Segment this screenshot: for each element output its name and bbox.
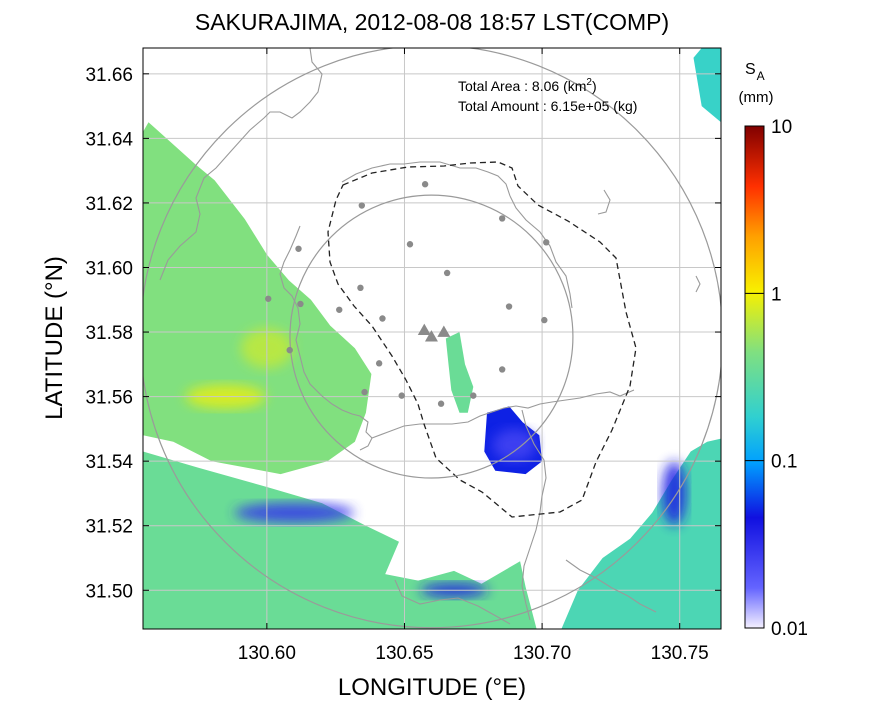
colorbar-gradient xyxy=(744,125,765,629)
station-marker xyxy=(361,388,368,396)
x-tick-label: 130.75 xyxy=(651,643,709,664)
volcano-vent-marker xyxy=(437,325,451,337)
x-axis-ticks: 130.60 130.65 130.70 130.75 xyxy=(238,48,709,664)
volcano-vents xyxy=(417,323,451,342)
station-marker xyxy=(543,239,550,246)
y-tick-label: 31.66 xyxy=(85,65,133,86)
heat-region-plume-upper xyxy=(445,332,474,413)
station-marker xyxy=(498,366,506,373)
station-marker xyxy=(379,315,386,322)
coastline xyxy=(159,48,701,625)
station-marker xyxy=(336,306,343,313)
y-tick-label: 31.50 xyxy=(85,581,133,602)
x-tick-label: 130.65 xyxy=(375,643,433,664)
plot-border xyxy=(142,47,722,630)
x-axis-label: LONGITUDE (°E) xyxy=(338,674,526,701)
grid xyxy=(143,48,721,629)
colorbar-tick-label: 0.1 xyxy=(771,452,797,473)
svg-text:SA: SA xyxy=(745,61,765,83)
station-marker xyxy=(505,303,513,310)
total-area-close: ) xyxy=(592,78,597,94)
colorbar: SA (mm) 10 1 0.1 0.01 xyxy=(739,61,808,640)
station-marker xyxy=(443,269,451,277)
station-marker xyxy=(375,360,383,367)
station-marker xyxy=(406,241,414,248)
y-tick-label: 31.64 xyxy=(85,129,133,150)
estimated-area-boundary xyxy=(327,161,637,518)
y-tick-label: 31.52 xyxy=(85,517,133,538)
station-marker xyxy=(470,392,477,399)
y-axis-label: LATITUDE (°N) xyxy=(41,256,68,420)
svg-text:Total Area : 8.06 (km2): Total Area : 8.06 (km2) xyxy=(458,77,597,94)
heat-band-southwest xyxy=(234,502,355,523)
x-tick-label: 130.70 xyxy=(513,643,571,664)
radar-range-rings xyxy=(143,48,721,629)
station-marker xyxy=(286,346,293,354)
station-marker xyxy=(295,245,302,252)
y-tick-label: 31.58 xyxy=(85,323,133,344)
colorbar-tick-label: 10 xyxy=(771,117,792,138)
station-marker xyxy=(437,400,445,407)
station-marker xyxy=(421,181,429,188)
colorbar-label-sub: A xyxy=(757,69,765,83)
y-tick-label: 31.54 xyxy=(85,452,133,473)
range-ring-2 xyxy=(289,194,574,479)
y-tick-label: 31.56 xyxy=(85,388,133,409)
station-marker xyxy=(498,215,506,222)
colorbar-tick-label: 1 xyxy=(771,284,782,305)
x-tick-label: 130.60 xyxy=(238,643,296,664)
colorbar-ticks: 10 1 0.1 0.01 xyxy=(745,117,808,640)
station-marker xyxy=(297,300,304,308)
total-area-text: Total Area : 8.06 (km xyxy=(458,78,586,94)
y-tick-label: 31.60 xyxy=(85,258,133,279)
station-marker xyxy=(265,295,272,302)
volcano-vent-marker xyxy=(424,330,438,342)
station-marker xyxy=(398,392,405,399)
colorbar-tick-label: 0.01 xyxy=(771,619,808,640)
total-area-superscript: 2 xyxy=(586,77,592,88)
heat-core-plume-lower xyxy=(492,429,537,462)
observation-stations xyxy=(265,181,550,407)
heat-band-southeast xyxy=(662,461,687,526)
station-marker xyxy=(358,202,366,209)
volcano-vent-marker xyxy=(417,323,431,335)
range-ring-1 xyxy=(143,48,721,629)
y-axis-ticks: 31.50 31.52 31.54 31.56 31.58 31.60 31.62 31.64… xyxy=(85,65,721,602)
chart-title: SAKURAJIMA, 2012-08-08 18:57 LST(COMP) xyxy=(195,9,669,35)
colorbar-unit: (mm) xyxy=(739,89,774,106)
station-marker xyxy=(541,316,548,324)
total-amount-text: Total Amount : 6.15e+05 (kg) xyxy=(458,98,637,114)
heat-region-northwest xyxy=(143,122,372,475)
y-tick-label: 31.62 xyxy=(85,194,133,215)
heat-region-northeast-edge xyxy=(693,48,721,123)
station-marker xyxy=(357,284,364,292)
colorbar-label-main: S xyxy=(745,61,756,78)
totals-annotation: Total Area : 8.06 (km2) Total Amount : 6… xyxy=(458,77,637,114)
